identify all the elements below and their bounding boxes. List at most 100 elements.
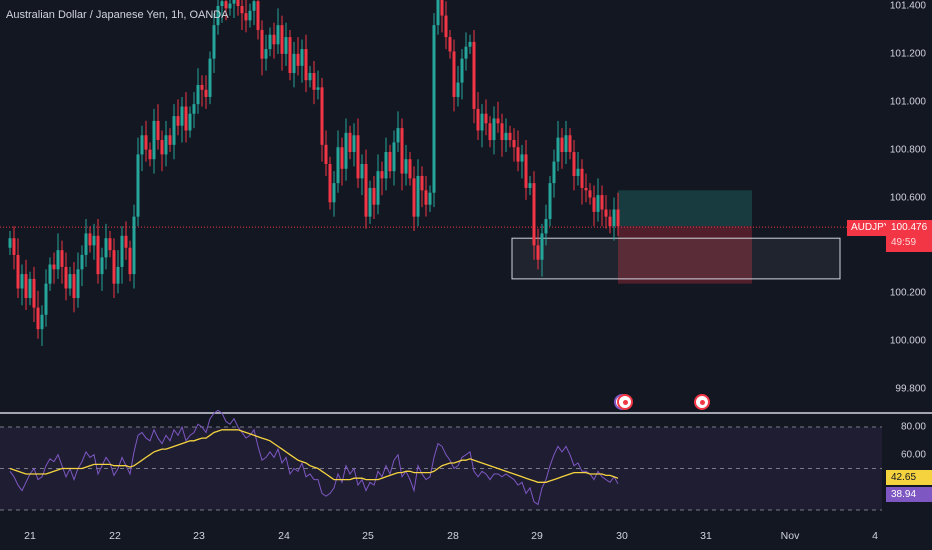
candle-body bbox=[588, 190, 592, 198]
candle-body bbox=[340, 147, 344, 169]
candle-body bbox=[464, 46, 468, 59]
candle-body bbox=[176, 116, 180, 126]
candle-body bbox=[504, 132, 508, 141]
price-tick-label: 101.000 bbox=[889, 96, 926, 108]
candle-body bbox=[188, 113, 192, 131]
candle-body bbox=[604, 209, 608, 217]
candle-body bbox=[64, 266, 68, 289]
candle-body bbox=[328, 163, 332, 203]
candle-body bbox=[408, 159, 412, 179]
candle-body bbox=[616, 209, 620, 227]
rsi-value-badge: 38.94 bbox=[886, 487, 932, 502]
rsi-tick-label: 80.00 bbox=[900, 421, 926, 433]
candle-body bbox=[264, 49, 268, 59]
candle-body bbox=[252, 1, 256, 11]
candle-body bbox=[220, 1, 224, 6]
candle-body bbox=[76, 269, 80, 299]
candle-body bbox=[112, 250, 116, 284]
candle-body bbox=[144, 135, 148, 150]
candle-body bbox=[560, 137, 564, 153]
candle-body bbox=[140, 135, 144, 155]
candle-body bbox=[204, 89, 208, 97]
candle-body bbox=[432, 25, 436, 193]
candle-body bbox=[168, 135, 172, 145]
candle-body bbox=[68, 274, 72, 289]
candle-body bbox=[104, 238, 108, 258]
time-tick-label: 31 bbox=[700, 530, 712, 542]
candle-body bbox=[544, 219, 548, 234]
candle-body bbox=[164, 135, 168, 155]
candle-body bbox=[160, 140, 164, 155]
candle-body bbox=[180, 106, 184, 126]
candle-body bbox=[356, 135, 360, 179]
candle-body bbox=[584, 187, 588, 191]
candle-body bbox=[372, 187, 376, 205]
candle-body bbox=[320, 87, 324, 145]
event-marker-icon[interactable] bbox=[694, 394, 710, 410]
candle-body bbox=[172, 116, 176, 145]
candle-body bbox=[524, 154, 528, 188]
candle-body bbox=[48, 264, 52, 284]
candle-body bbox=[312, 73, 316, 90]
candle-body bbox=[84, 233, 88, 255]
candle-body bbox=[332, 183, 336, 203]
candle-body bbox=[480, 113, 484, 131]
rsi-tick-label: 60.00 bbox=[900, 449, 926, 461]
candle-body bbox=[208, 58, 212, 97]
candle-body bbox=[308, 73, 312, 81]
candle-body bbox=[404, 159, 408, 174]
candle-body bbox=[556, 137, 560, 162]
take-profit-zone bbox=[618, 190, 752, 227]
candle-body bbox=[592, 197, 596, 212]
candle-body bbox=[576, 168, 580, 176]
candle-body bbox=[184, 106, 188, 131]
time-tick-label: 22 bbox=[109, 530, 121, 542]
candle-body bbox=[272, 34, 276, 45]
price-tick-label: 100.000 bbox=[889, 335, 926, 347]
candle-body bbox=[16, 254, 20, 289]
candle-body bbox=[512, 140, 516, 148]
candle-body bbox=[500, 123, 504, 141]
price-tick-label: 101.400 bbox=[889, 0, 926, 12]
time-tick-label: 4 bbox=[872, 530, 878, 542]
candle-body bbox=[20, 274, 24, 289]
candle-body bbox=[60, 250, 64, 267]
candle-body bbox=[120, 235, 124, 267]
candle-body bbox=[12, 238, 16, 255]
event-marker-icon[interactable] bbox=[617, 394, 633, 410]
candle-body bbox=[248, 10, 252, 21]
candle-body bbox=[96, 235, 100, 275]
last-price: 100.476 bbox=[891, 222, 928, 233]
time-tick-label: Nov bbox=[780, 530, 800, 542]
candle-body bbox=[28, 278, 32, 299]
candle-body bbox=[284, 37, 288, 54]
candle-body bbox=[296, 53, 300, 66]
candle-body bbox=[128, 247, 132, 275]
last-price-badge: 100.476 49:59 bbox=[886, 220, 932, 252]
candle-body bbox=[148, 149, 152, 160]
candle-body bbox=[548, 183, 552, 220]
candle-body bbox=[360, 163, 364, 179]
support-zone-rectangle bbox=[511, 237, 841, 280]
candle-body bbox=[292, 53, 296, 74]
price-tick-label: 99.800 bbox=[895, 383, 926, 395]
candle-body bbox=[596, 195, 600, 212]
candle-body bbox=[532, 183, 536, 246]
candle-body bbox=[452, 51, 456, 97]
candle-body bbox=[456, 82, 460, 97]
candle-body bbox=[468, 41, 472, 47]
candle-body bbox=[24, 274, 28, 299]
candle-body bbox=[200, 84, 204, 90]
candle-body bbox=[336, 147, 340, 184]
candle-body bbox=[540, 233, 544, 260]
candle-body bbox=[516, 147, 520, 162]
candle-body bbox=[216, 6, 220, 26]
candle-body bbox=[380, 171, 384, 179]
time-tick-label: 29 bbox=[531, 530, 543, 542]
candle-body bbox=[364, 163, 368, 217]
candle-body bbox=[156, 120, 160, 141]
candle-body bbox=[388, 152, 392, 172]
candle-body bbox=[88, 233, 92, 246]
candle-body bbox=[412, 178, 416, 217]
